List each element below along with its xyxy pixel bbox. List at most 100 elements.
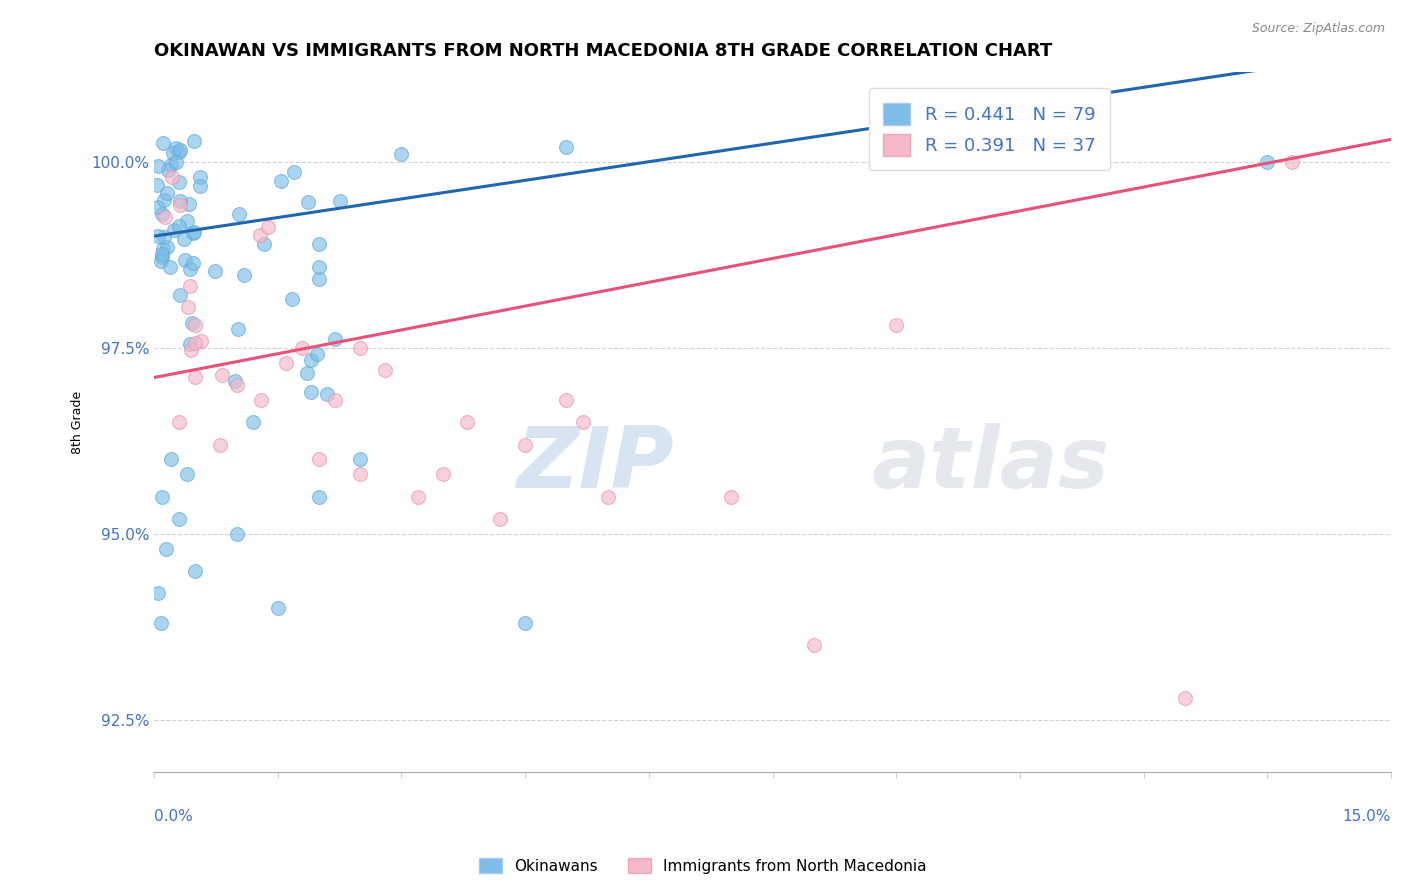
Point [159,158,181,172]
Point [173,232,195,246]
Point [555,392,578,407]
Point [270,174,292,188]
Point [169,288,191,302]
Point [150,250,173,264]
Point [169,145,191,159]
Point [257,219,280,234]
Point [184,369,207,384]
Point [181,256,204,270]
Point [555,140,578,154]
Point [250,392,273,407]
Point [167,415,190,429]
Point [179,261,201,276]
Point [156,240,179,254]
Point [299,385,322,400]
Point [153,193,176,207]
Point [167,219,190,233]
Point [188,169,211,184]
Point [163,223,186,237]
Point [325,332,347,346]
Point [1174,690,1197,705]
Text: 0.0%: 0.0% [155,809,193,824]
Point [173,253,195,268]
Point [167,512,190,526]
Point [225,526,247,541]
Point [224,374,246,388]
Point [190,334,212,348]
Point [228,207,250,221]
Point [283,164,305,178]
Point [183,226,205,240]
Point [184,318,207,333]
Point [176,214,198,228]
Point [155,541,177,556]
Point [232,268,254,282]
Point [308,236,330,251]
Text: atlas: atlas [872,423,1109,506]
Point [242,415,264,429]
Point [274,356,297,370]
Text: 15.0%: 15.0% [1343,809,1391,824]
Point [169,194,191,208]
Point [291,341,314,355]
Point [152,247,174,261]
Legend: Okinawans, Immigrants from North Macedonia: Okinawans, Immigrants from North Macedon… [472,852,934,880]
Point [489,512,512,526]
Y-axis label: 8th Grade: 8th Grade [72,391,84,454]
Point [166,140,188,154]
Point [169,175,191,189]
Point [153,210,176,224]
Point [226,322,249,336]
Point [180,343,202,358]
Point [176,467,198,482]
Point [572,415,595,429]
Point [152,242,174,256]
Point [325,392,347,407]
Point [513,616,536,631]
Point [183,134,205,148]
Point [249,228,271,243]
Point [169,143,191,157]
Point [179,279,201,293]
Point [159,260,181,275]
Point [152,230,174,244]
Text: Source: ZipAtlas.com: Source: ZipAtlas.com [1251,22,1385,36]
Point [225,378,247,392]
Point [159,452,181,467]
Point [349,452,371,467]
Point [183,336,205,351]
Point [803,639,825,653]
Point [179,336,201,351]
Point [208,437,231,451]
Legend: R = 0.441   N = 79, R = 0.391   N = 37: R = 0.441 N = 79, R = 0.391 N = 37 [869,88,1109,170]
Point [211,368,233,383]
Point [297,195,319,210]
Point [190,178,212,193]
Point [150,254,173,268]
Point [146,200,169,214]
Point [720,490,742,504]
Point [267,601,290,615]
Point [308,271,330,285]
Point [177,196,200,211]
Point [374,363,396,377]
Point [927,154,949,169]
Text: ZIP: ZIP [516,423,673,506]
Point [149,616,172,631]
Point [177,301,200,315]
Point [1256,154,1278,169]
Point [204,264,226,278]
Point [406,490,429,504]
Point [146,228,169,243]
Point [308,260,330,275]
Point [150,207,173,221]
Point [295,367,318,381]
Point [148,159,170,173]
Point [165,155,187,169]
Point [184,564,207,578]
Point [391,147,413,161]
Point [1281,154,1303,169]
Point [162,146,184,161]
Point [152,136,174,151]
Point [281,292,304,306]
